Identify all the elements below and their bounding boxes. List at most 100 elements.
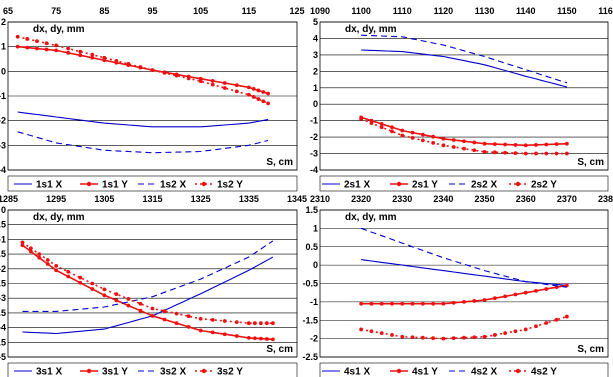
y-tick-label: -4 xyxy=(310,165,318,175)
data-point xyxy=(256,97,261,101)
data-point xyxy=(482,150,487,154)
data-point xyxy=(20,243,25,248)
data-point xyxy=(102,287,107,292)
data-point xyxy=(174,73,179,78)
data-point xyxy=(441,143,446,148)
chart-panel: 0 -0.5 -1 -1.5 -2 -2.5 -3 -3.5 -4 -4.5 -5 1285 1295 1… xyxy=(0,194,307,377)
data-point xyxy=(420,132,425,137)
data-point xyxy=(271,321,275,326)
data-point xyxy=(261,99,266,104)
data-point xyxy=(420,138,425,143)
data-point xyxy=(210,317,215,322)
y-tick-label: -5 xyxy=(0,352,6,362)
data-point xyxy=(420,335,425,340)
x-tick-label: 1315 xyxy=(142,194,162,204)
x-tick-label: 1090 xyxy=(310,6,330,16)
data-point xyxy=(138,301,143,306)
data-point xyxy=(198,316,203,321)
data-point xyxy=(472,148,477,153)
x-tick-label: 125 xyxy=(289,6,304,16)
data-point xyxy=(126,62,131,66)
data-point xyxy=(28,246,33,251)
data-point xyxy=(523,143,528,148)
data-point xyxy=(410,301,415,306)
y-tick-label: 2 xyxy=(313,66,318,76)
legend-marker xyxy=(515,368,521,374)
x-tick-label: 1160 xyxy=(598,6,613,16)
data-point xyxy=(186,324,191,329)
legend-label: 1s1 Y xyxy=(102,180,128,191)
legend-label: 1s2 X xyxy=(160,180,186,191)
data-point xyxy=(369,301,374,306)
data-point xyxy=(15,34,20,39)
data-point xyxy=(90,55,95,60)
y-tick-label: -2.5 xyxy=(0,279,6,289)
data-point xyxy=(126,297,131,301)
data-point xyxy=(258,321,263,326)
plot-area xyxy=(7,209,298,358)
legend-label: 4s1 Y xyxy=(412,367,438,377)
y-tick-label: -1 xyxy=(0,91,6,101)
data-point xyxy=(66,274,71,279)
y-axis-label: dx, dy, mm xyxy=(33,212,85,223)
data-point xyxy=(246,85,251,90)
y-axis-label: dx, dy, mm xyxy=(345,212,397,223)
y-tick-label: -4.5 xyxy=(0,337,6,347)
data-point xyxy=(410,335,415,340)
data-point xyxy=(114,58,119,63)
data-point xyxy=(66,50,71,55)
data-point xyxy=(472,299,477,303)
data-point xyxy=(369,329,374,334)
data-point xyxy=(78,53,83,58)
x-tick-label: 1305 xyxy=(94,194,114,204)
x-tick-label: 2320 xyxy=(351,194,371,204)
data-point xyxy=(114,292,119,297)
data-point xyxy=(66,269,71,274)
data-point xyxy=(37,255,42,260)
series-line xyxy=(17,45,269,95)
data-point xyxy=(379,331,384,336)
legend-label: 2s1 X xyxy=(344,180,370,191)
y-tick-label: 0 xyxy=(1,205,6,215)
data-point xyxy=(198,79,203,84)
data-point xyxy=(264,321,269,326)
data-point xyxy=(246,92,251,97)
x-tick-label: 65 xyxy=(3,6,13,16)
data-point xyxy=(534,288,538,293)
data-point xyxy=(266,91,270,96)
x-tick-label: 2340 xyxy=(433,194,453,204)
y-tick-label: 5 xyxy=(313,17,318,27)
legend-label: 2s2 X xyxy=(471,180,497,191)
data-point xyxy=(54,268,59,273)
data-point xyxy=(400,334,405,339)
y-tick-label: 3 xyxy=(313,50,318,60)
data-point xyxy=(513,143,518,147)
data-point xyxy=(186,314,191,319)
data-point xyxy=(186,76,191,81)
data-point xyxy=(482,334,487,339)
data-point xyxy=(78,49,83,54)
legend-label: 2s1 Y xyxy=(412,180,438,191)
data-point xyxy=(441,336,446,341)
data-point xyxy=(54,48,59,53)
y-tick-label: -3 xyxy=(0,293,6,303)
data-point xyxy=(44,47,49,52)
data-point xyxy=(258,336,263,341)
data-point xyxy=(222,332,227,337)
y-axis-label: dx, dy, mm xyxy=(345,24,397,35)
y-tick-label: -2 xyxy=(310,334,318,344)
series-line xyxy=(360,118,567,155)
y-tick-label: -2 xyxy=(0,264,6,274)
x-tick-label: 1335 xyxy=(239,194,259,204)
x-tick-label: 1150 xyxy=(557,6,577,16)
y-tick-label: -1.5 xyxy=(302,315,318,325)
data-point xyxy=(554,142,559,147)
data-point xyxy=(564,283,569,288)
data-point xyxy=(431,140,436,145)
data-point xyxy=(264,337,269,341)
data-point xyxy=(150,313,155,318)
data-point xyxy=(431,336,436,341)
y-tick-label: -0.5 xyxy=(0,220,6,230)
x-tick-label: 95 xyxy=(147,6,157,16)
data-point xyxy=(35,39,39,44)
